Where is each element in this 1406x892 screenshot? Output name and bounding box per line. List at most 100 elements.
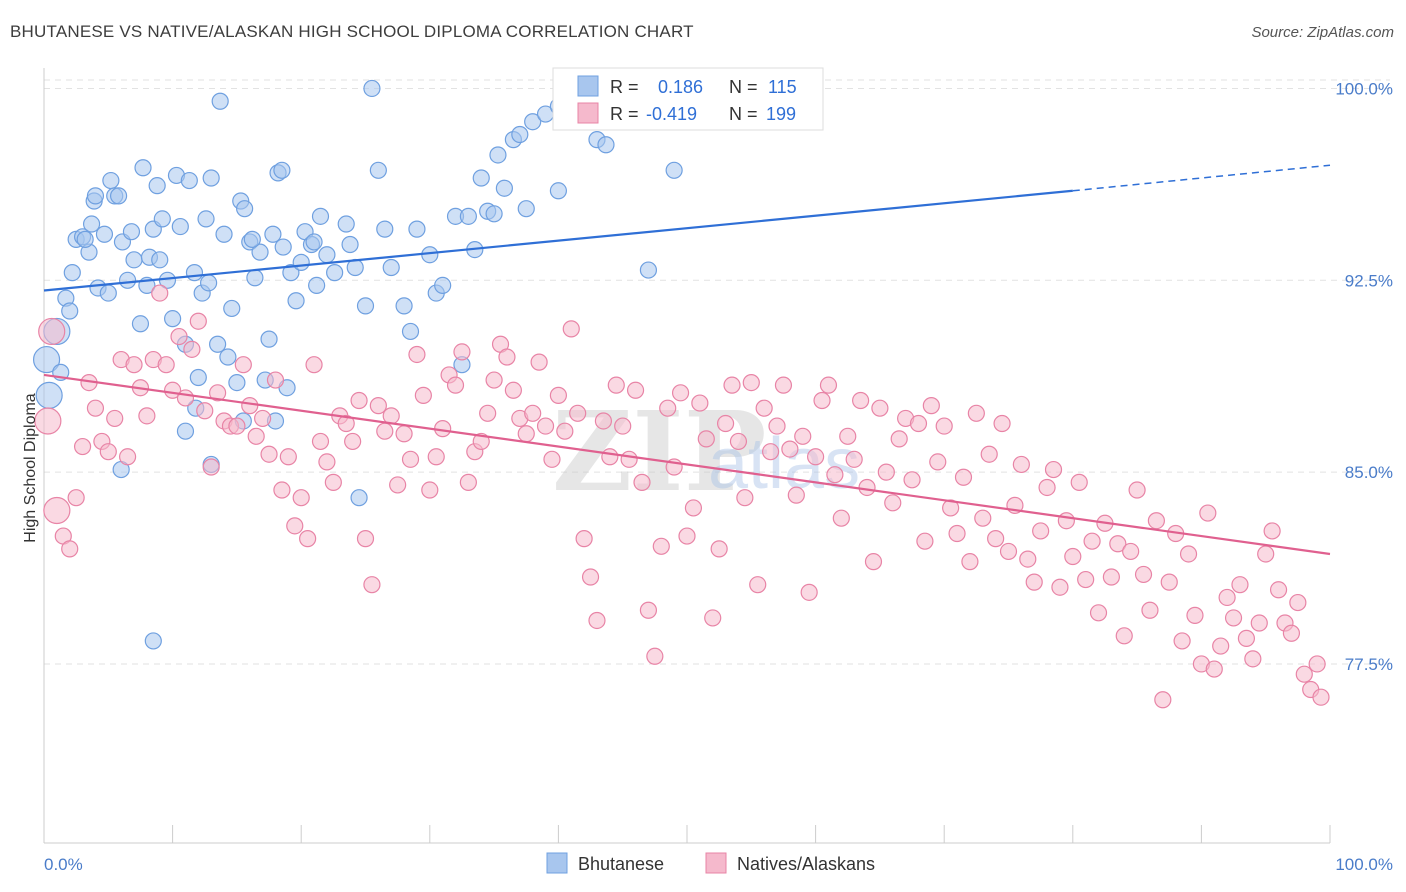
natives-point (884, 494, 902, 512)
natives-point (723, 376, 741, 394)
natives-point (1250, 614, 1268, 632)
natives-point (1012, 455, 1030, 474)
natives-point (517, 425, 535, 443)
natives-point (86, 399, 105, 417)
axes (43, 68, 1331, 844)
bhutanese-point (489, 146, 507, 164)
natives-point (1141, 601, 1159, 619)
natives-point (376, 422, 394, 440)
bhutanese-point (495, 179, 513, 197)
bhutanese-point (61, 302, 79, 320)
bhutanese-point (35, 381, 63, 409)
natives-point (710, 540, 728, 558)
natives-point (254, 409, 272, 428)
bhutanese-point (32, 345, 61, 374)
natives-point (594, 412, 613, 430)
natives-point (344, 432, 362, 451)
bhutanese-point (148, 177, 166, 195)
natives-point (839, 427, 857, 445)
bhutanese-point (219, 348, 237, 366)
natives-point (1057, 512, 1075, 530)
natives-point (99, 443, 117, 461)
natives-point (1025, 573, 1043, 591)
natives-point (678, 527, 696, 545)
natives-point (974, 509, 992, 527)
bhutanese-point (200, 274, 218, 292)
natives-point (614, 417, 632, 435)
natives-point (395, 425, 413, 443)
natives-point (401, 450, 420, 468)
natives-point (1102, 568, 1120, 586)
natives-point (916, 532, 934, 550)
natives-point (871, 399, 889, 417)
natives-point (1269, 581, 1288, 599)
legend-n-value-1: 199 (766, 104, 796, 124)
bhutanese-point (151, 251, 169, 269)
natives-point (247, 427, 265, 445)
natives-point (1212, 637, 1230, 655)
natives-point (671, 384, 690, 402)
bhutanese-point (171, 217, 189, 236)
bhutanese-point (144, 632, 162, 650)
natives-point (626, 381, 645, 399)
natives-point (588, 611, 606, 630)
bhutanese-point (341, 235, 359, 254)
natives-point (170, 327, 188, 346)
y-tick-label: 100.0% (1335, 79, 1393, 98)
y-axis-label: High School Diploma (22, 393, 39, 543)
natives-point (858, 478, 876, 497)
natives-point (34, 407, 62, 435)
bhutanese-point (82, 215, 101, 233)
natives-point (1289, 593, 1307, 612)
natives-point (736, 489, 754, 507)
watermark-atlas: atlas (708, 424, 860, 504)
natives-point (575, 530, 593, 548)
natives-point (1070, 473, 1088, 491)
natives-point (806, 448, 825, 466)
natives-point (1160, 573, 1178, 591)
natives-point (1295, 665, 1313, 683)
bhutanese-point (434, 276, 452, 295)
legend-n-label-1: N = (729, 104, 758, 124)
natives-point (967, 404, 985, 422)
natives-point (954, 468, 973, 486)
bhutanese-point (311, 207, 330, 225)
natives-point (1083, 532, 1101, 550)
natives-point (1237, 629, 1256, 647)
bhutanese-trend-extension (1072, 164, 1331, 192)
natives-point (43, 496, 71, 525)
bhutanese-point (118, 271, 137, 289)
natives-point (633, 473, 651, 491)
natives-point (1064, 547, 1082, 566)
natives-point (73, 437, 92, 456)
bhutanese-point (125, 251, 143, 269)
natives-point (1231, 576, 1249, 594)
natives-point (774, 376, 793, 394)
natives-point (1282, 624, 1301, 642)
natives-point (845, 450, 863, 468)
natives-point (138, 407, 156, 425)
natives-point (877, 463, 895, 481)
legend-box: R = 0.186 N = 115 R = -0.419 N = 199 (552, 67, 824, 131)
bhutanese-point (99, 284, 117, 302)
bhutanese-point (76, 230, 94, 248)
natives-point (1109, 535, 1127, 553)
natives-point (999, 542, 1018, 561)
natives-point (151, 284, 169, 302)
bhutanese-point (287, 292, 305, 310)
bhutanese-point (197, 210, 215, 228)
bhutanese-point (356, 297, 375, 315)
bhutanese-point (337, 215, 355, 233)
bhutanese-point (180, 171, 198, 190)
natives-point (742, 374, 760, 392)
bhutanese-point (273, 161, 291, 179)
bhutanese-point (228, 374, 246, 392)
y-tick-label: 92.5% (1345, 271, 1393, 290)
natives-point (852, 391, 870, 410)
natives-point (1044, 460, 1063, 479)
trend-lines (43, 164, 1331, 556)
bhutanese-point (63, 264, 81, 282)
bhutanese-point (282, 264, 300, 282)
natives-point (305, 356, 323, 374)
